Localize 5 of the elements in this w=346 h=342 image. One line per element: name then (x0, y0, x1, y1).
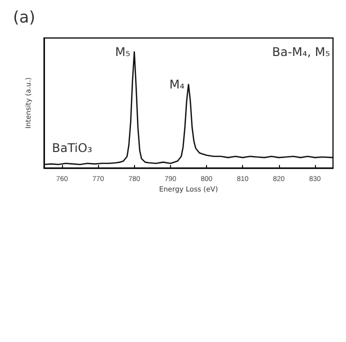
annotation: Ba-M₄, M₅ (272, 45, 330, 59)
annotation: M₅ (115, 44, 130, 59)
annotation: M₄ (169, 77, 185, 92)
chart-title: (a) (13, 8, 36, 26)
annotation: BaTiO₃ (52, 141, 92, 155)
